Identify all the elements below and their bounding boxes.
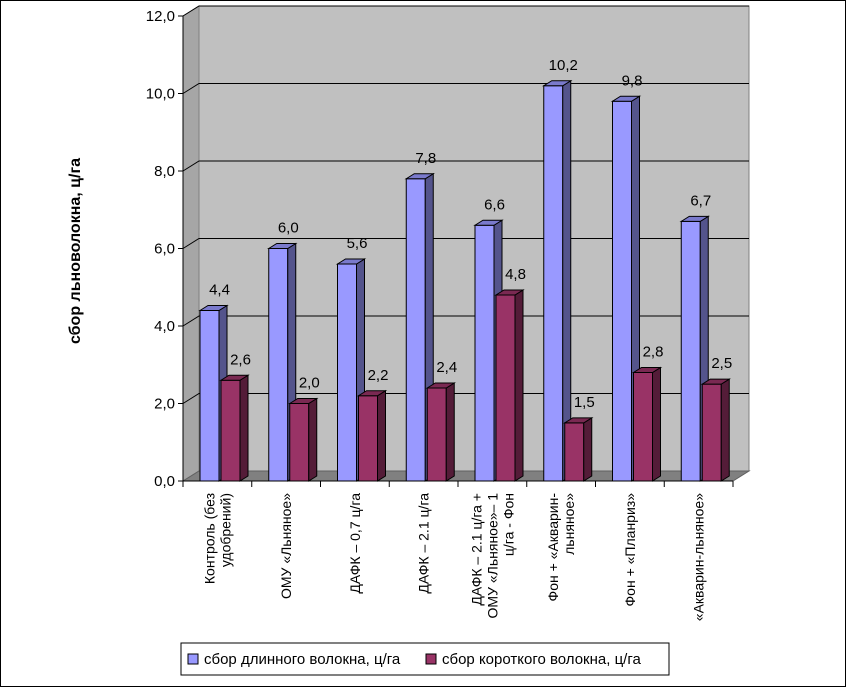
bar-top	[267, 243, 298, 249]
bar	[563, 416, 594, 482]
bars	[198, 79, 731, 482]
bar-top	[404, 173, 435, 180]
bar-top	[198, 305, 229, 311]
bar	[542, 79, 573, 482]
y-tick-label: 4,0	[154, 318, 175, 335]
bar-front	[680, 220, 701, 482]
bar-side	[239, 374, 249, 482]
bar-top	[356, 390, 388, 397]
y-axis-label: сбор льноволокна, ц/га	[67, 158, 84, 344]
data-label: 2,8	[643, 344, 664, 361]
bar-front	[633, 372, 653, 482]
bar	[288, 397, 319, 482]
y-tick-label: 2,0	[154, 396, 175, 413]
bar-side	[514, 289, 524, 482]
gridline	[182, 5, 749, 17]
data-label: 2,6	[230, 351, 251, 368]
bar-front	[405, 178, 426, 482]
bar-side	[652, 366, 661, 482]
y-tick-label: 0,0	[154, 473, 175, 490]
bar-front	[199, 310, 220, 482]
legend-swatch	[187, 653, 199, 665]
bar-side	[583, 416, 593, 482]
data-label: 6,0	[278, 220, 299, 237]
bar-front	[474, 224, 495, 482]
bar	[425, 382, 456, 482]
x-tick-label: ДАФК – 0,7 ц/га	[347, 493, 363, 594]
bar	[219, 374, 250, 482]
data-label: 2,5	[711, 355, 732, 372]
legend-box	[180, 642, 670, 676]
bar-front	[337, 263, 357, 482]
data-label: 2,4	[436, 359, 457, 376]
x-tick-label: «Акварин-льняное»	[691, 493, 707, 621]
data-label: 2,2	[368, 367, 389, 384]
bar	[631, 366, 663, 482]
data-label: 2,0	[299, 375, 320, 392]
bar-top	[631, 367, 663, 373]
x-tick-label: ДАФК – 2.1 ц/га +ОМУ «Льняное»– 1ц/га - …	[468, 493, 516, 619]
bar-top	[700, 378, 731, 385]
x-tick-label: ДАФК – 2.1 ц/га	[416, 493, 432, 594]
y-tick-label: 12,0	[146, 8, 175, 25]
bar-front	[701, 383, 722, 482]
bar-front	[564, 422, 585, 482]
data-label: 4,4	[209, 282, 230, 299]
data-label: 9,8	[622, 72, 643, 89]
y-tick-label: 8,0	[154, 163, 175, 180]
bar-front	[426, 387, 447, 482]
bar-top	[335, 258, 367, 265]
bar-top	[563, 417, 594, 424]
x-tick-label: Контроль (безудобрений)	[201, 493, 233, 584]
bar-top	[473, 219, 504, 226]
bar-front	[268, 248, 289, 482]
data-label: 5,6	[347, 235, 368, 252]
y-axis: 0,0 2,0 4,0 6,0 8,0 10,0 12,0	[146, 8, 184, 490]
bar-top	[288, 398, 319, 404]
bar	[494, 289, 525, 482]
bar-top	[679, 215, 710, 222]
x-tick-label: Фон + «Акварин-льняное»	[545, 493, 577, 602]
bar-side	[308, 397, 318, 482]
bar-side	[445, 382, 455, 482]
bar	[700, 378, 731, 482]
x-tick-label: Фон + «Планриз»	[622, 493, 638, 607]
legend-label: сбор длинного волокна, ц/га	[204, 651, 401, 668]
bar	[679, 215, 710, 482]
data-label: 6,7	[690, 192, 711, 209]
data-label: 4,8	[505, 266, 526, 283]
floor	[181, 470, 751, 482]
x-axis: Контроль (безудобрений) ОМУ «Льняное» ДАФК…	[182, 480, 734, 621]
bar-top	[542, 80, 573, 87]
bar-front	[543, 85, 564, 482]
legend-label: сбор короткого волокна, ц/га	[442, 651, 641, 668]
bar-front	[358, 395, 378, 482]
bar	[356, 389, 388, 482]
x-tick-label: ОМУ «Льняное»	[278, 493, 294, 599]
y-tick-label: 10,0	[146, 86, 175, 103]
legend-item: сбор длинного волокна, ц/га	[187, 651, 401, 668]
legend-swatch	[425, 653, 437, 665]
data-labels: 4,4 2,6 6,0 2,0 5,6 2,2 7,8 2,4 6,6 4,8 10,2 1,5 9,8…	[209, 57, 732, 411]
bar-front	[220, 379, 241, 482]
bar-top	[610, 95, 642, 102]
bar-side	[720, 378, 730, 482]
bar-top	[425, 382, 456, 389]
legend-item: сбор короткого волокна, ц/га	[425, 651, 641, 668]
data-label: 7,8	[415, 150, 436, 167]
bar-side	[377, 389, 386, 482]
y-tick-label: 6,0	[154, 241, 175, 258]
bar-front	[495, 294, 516, 482]
bar-top	[219, 374, 250, 381]
data-label: 6,6	[484, 196, 505, 213]
bar-top	[494, 289, 525, 296]
bar-front	[289, 403, 310, 482]
bar-front	[612, 100, 632, 482]
legend: сбор длинного волокна, ц/га сбор коротког…	[180, 642, 670, 676]
data-label: 1,5	[574, 394, 595, 411]
plot-area	[181, 5, 751, 482]
data-label: 10,2	[549, 57, 578, 74]
